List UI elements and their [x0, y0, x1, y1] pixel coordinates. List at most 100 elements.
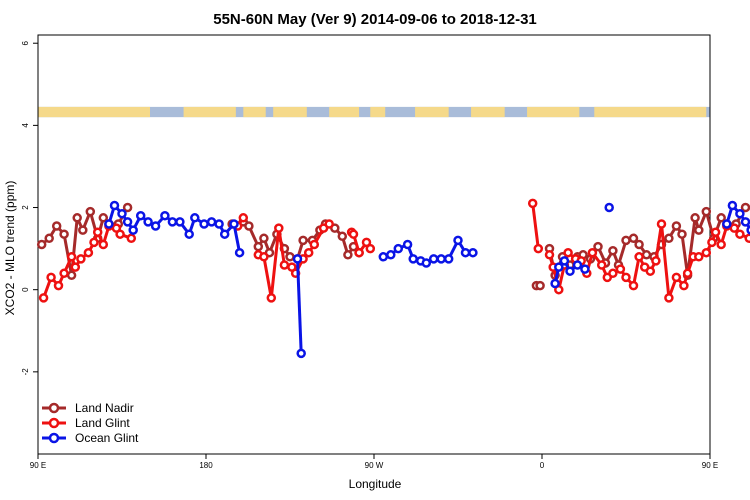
data-point: [544, 250, 555, 260]
data-point: [554, 262, 564, 272]
y-tick-label: 4: [21, 123, 30, 128]
data-point: [722, 219, 732, 229]
data-point: [279, 260, 290, 270]
band-land-block: [329, 106, 360, 118]
chart-title: 55N-60N May (Ver 9) 2014-09-06 to 2018-1…: [213, 11, 537, 28]
data-point: [621, 235, 631, 246]
data-point: [587, 247, 598, 258]
data-point: [468, 247, 478, 258]
band-land-block: [243, 106, 266, 118]
data-point: [109, 200, 120, 211]
data-point: [386, 250, 396, 260]
legend-marker: [48, 417, 60, 429]
x-tick-label: 0: [540, 461, 545, 470]
series-line: [107, 204, 242, 253]
data-point: [238, 213, 249, 223]
plot-frame: [37, 34, 711, 455]
data-point: [309, 239, 320, 250]
data-point: [550, 278, 560, 289]
data-point: [298, 235, 308, 246]
data-point: [76, 254, 86, 264]
x-tick-label: 90 E: [702, 461, 718, 470]
data-point: [527, 198, 538, 209]
data-point: [565, 266, 575, 276]
data-point: [559, 256, 570, 266]
axes: 90 E 180 90 W 0 90 E -2 0 2 4 6: [21, 40, 718, 470]
data-point: [219, 229, 230, 239]
band-land-block: [273, 106, 307, 118]
data-point: [634, 239, 644, 250]
data-point: [436, 254, 446, 264]
data-point: [421, 258, 432, 268]
data-point: [453, 235, 463, 246]
data-point: [184, 229, 194, 239]
data-point: [572, 260, 583, 270]
band-land-block: [527, 106, 580, 118]
series-land-nadir: [36, 202, 750, 291]
data-point: [135, 210, 146, 221]
data-point: [716, 213, 726, 223]
legend-label: Ocean Glint: [75, 431, 139, 445]
data-point: [44, 233, 54, 244]
data-point: [115, 229, 125, 239]
data-point: [563, 247, 573, 258]
data-point: [707, 237, 717, 248]
data-point: [150, 221, 161, 231]
band-land-block: [594, 106, 707, 118]
data-point: [694, 252, 704, 262]
data-point: [92, 227, 103, 237]
series-line: [40, 206, 129, 277]
data-point: [51, 221, 62, 231]
data-point: [615, 264, 626, 274]
data-point: [128, 225, 138, 235]
data-point: [682, 268, 693, 279]
x-tick-label: 180: [199, 461, 213, 470]
y-tick-label: 0: [21, 287, 30, 292]
x-tick-label: 90 E: [30, 461, 46, 470]
data-point: [729, 223, 740, 233]
legend-marker: [48, 402, 60, 414]
data-point: [402, 239, 413, 250]
data-point: [378, 252, 389, 262]
data-point: [259, 233, 269, 244]
data-point: [66, 252, 77, 262]
data-point: [292, 254, 303, 264]
data-point: [671, 221, 682, 231]
data-point: [354, 247, 364, 258]
y-axis-label: XCO2 - MLO trend (ppm): [3, 181, 17, 316]
data-point: [59, 268, 69, 279]
data-point: [393, 243, 404, 254]
band-land-block: [370, 106, 386, 118]
y-tick-label: 2: [21, 205, 30, 210]
data-point: [122, 202, 133, 213]
data-point: [266, 293, 277, 303]
data-point: [727, 200, 738, 211]
data-point: [175, 217, 185, 227]
data-point: [337, 231, 348, 242]
data-point: [253, 241, 264, 252]
data-point: [716, 239, 726, 250]
data-point: [634, 252, 644, 262]
data-point: [460, 247, 471, 258]
data-point: [735, 208, 745, 219]
band-land-block: [471, 106, 505, 118]
data-point: [701, 247, 712, 258]
data-point: [628, 280, 639, 291]
data-point: [59, 229, 69, 239]
data-point: [593, 241, 603, 252]
data-point: [38, 293, 49, 303]
data-point: [656, 219, 667, 229]
data-point: [126, 233, 137, 244]
data-point: [645, 266, 656, 276]
data-point: [98, 239, 109, 250]
data-point: [78, 225, 88, 235]
legend-label: Land Glint: [75, 416, 130, 430]
data-point: [214, 219, 224, 229]
data-point: [66, 270, 77, 281]
series-layer: [36, 198, 750, 359]
data-point: [343, 250, 353, 260]
data-point: [604, 202, 614, 213]
data-point: [229, 219, 239, 229]
